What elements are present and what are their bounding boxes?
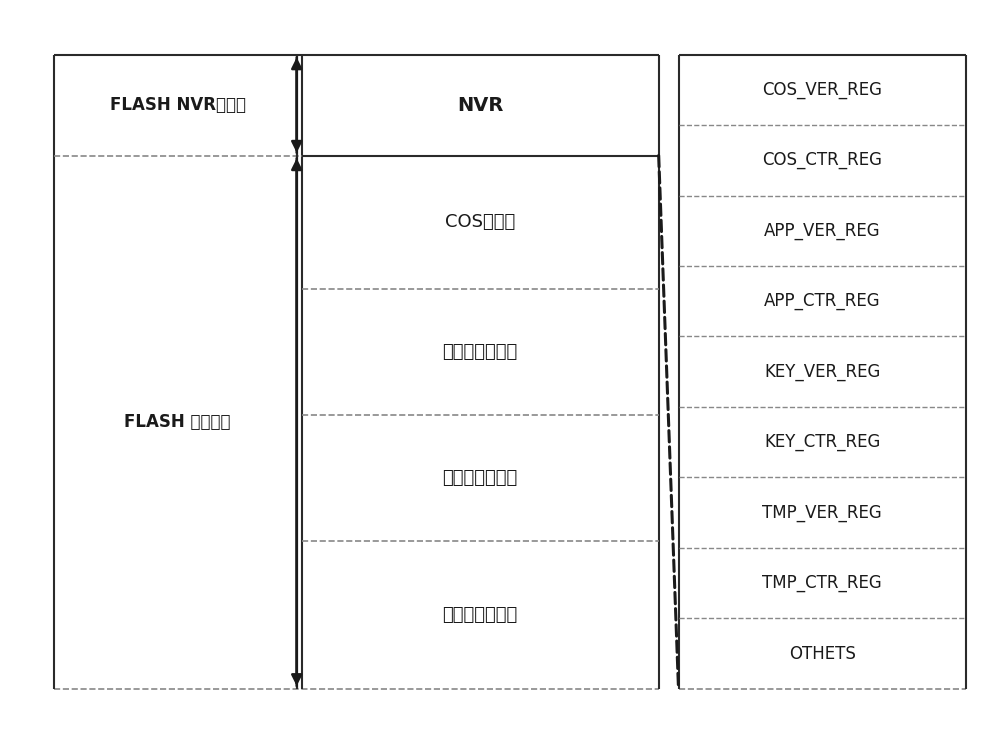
Text: COS存储区: COS存储区 <box>445 213 515 231</box>
Text: KEY_VER_REG: KEY_VER_REG <box>764 363 880 381</box>
Text: TMP_VER_REG: TMP_VER_REG <box>762 504 882 522</box>
Text: APP_CTR_REG: APP_CTR_REG <box>764 292 881 311</box>
Text: 关键数据存储区: 关键数据存储区 <box>443 469 518 487</box>
Text: TMP_CTR_REG: TMP_CTR_REG <box>762 574 882 592</box>
Text: COS_CTR_REG: COS_CTR_REG <box>762 152 882 169</box>
Text: COS_VER_REG: COS_VER_REG <box>762 81 882 99</box>
Text: FLASH NVR存储区: FLASH NVR存储区 <box>110 96 246 114</box>
Text: KEY_CTR_REG: KEY_CTR_REG <box>764 433 880 451</box>
Text: OTHETS: OTHETS <box>789 644 856 663</box>
Text: 临时数据存储区: 临时数据存储区 <box>443 606 518 624</box>
Text: 应用程序存储区: 应用程序存储区 <box>443 343 518 361</box>
Text: APP_VER_REG: APP_VER_REG <box>764 222 881 240</box>
Text: NVR: NVR <box>457 95 503 114</box>
Text: FLASH 主存储区: FLASH 主存储区 <box>124 413 231 431</box>
